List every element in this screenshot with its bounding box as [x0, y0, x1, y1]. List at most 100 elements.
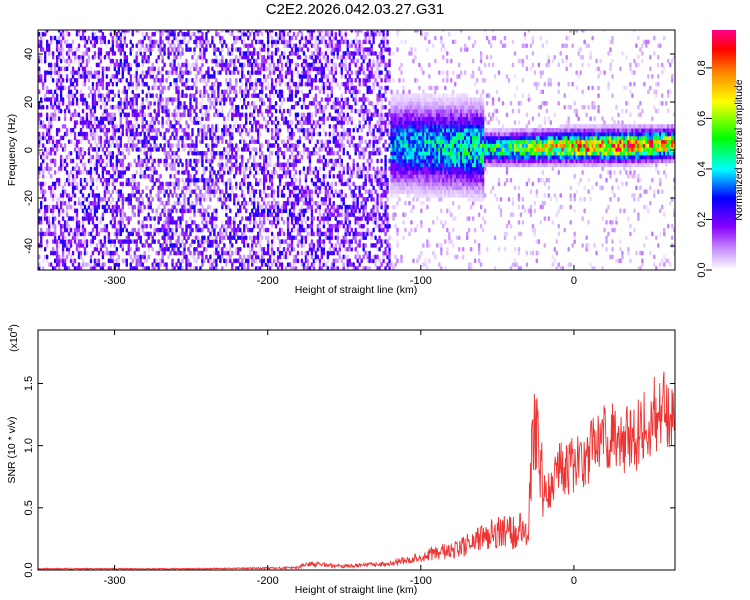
spectrogram-cell — [157, 66, 160, 72]
spectrogram-cell — [266, 170, 270, 175]
spectrogram-cell — [45, 131, 49, 137]
spectrogram-cell — [173, 135, 176, 141]
spectrogram-cell — [129, 104, 132, 110]
spectrogram-cell — [169, 143, 172, 148]
spectrogram-cell — [258, 177, 262, 183]
spectrogram-cell — [95, 124, 99, 129]
spectrogram-cell — [239, 204, 242, 210]
spectrogram-cell — [175, 89, 178, 95]
spectrogram-cell — [43, 93, 47, 98]
spectrogram-cell — [139, 108, 142, 114]
spectrogram-cell — [209, 135, 212, 141]
spectrogram-cell — [93, 139, 97, 145]
spectrogram-cell — [169, 31, 172, 37]
spectrogram-cell — [93, 108, 97, 114]
spectrogram-cell — [270, 112, 274, 118]
spectrogram-cell — [45, 116, 49, 121]
spectrogram-cell — [127, 85, 130, 91]
spectrogram-cell — [85, 135, 89, 141]
spectrogram-cell — [217, 250, 220, 256]
spectrogram-cell — [203, 93, 206, 98]
spectrogram-cell — [177, 216, 180, 221]
spectrogram-cell — [298, 135, 302, 141]
spectrogram-cell — [199, 35, 202, 41]
spectrogram-cell — [97, 93, 101, 98]
spectrogram-cell — [211, 150, 214, 156]
spectrogram-cell — [117, 262, 121, 267]
spectrogram-cell — [149, 120, 152, 125]
spectrogram-cell — [131, 101, 134, 106]
spectrogram-cell — [101, 147, 105, 152]
spectrogram-cell — [119, 193, 123, 198]
spectrogram-cell — [83, 78, 87, 83]
spectrogram-cells — [38, 30, 675, 270]
spectrogram-cell — [43, 246, 47, 252]
spectrogram-cell — [67, 193, 71, 198]
spectrogram-cell — [111, 58, 115, 64]
spectrogram-cell — [77, 104, 81, 110]
spectrogram-cell — [79, 93, 83, 98]
spectrogram-cell — [203, 197, 206, 202]
spectrogram-cell — [199, 200, 202, 206]
spectrogram-cell — [59, 108, 63, 114]
spectrogram-cell — [167, 39, 170, 45]
spectrogram-cell — [215, 54, 218, 60]
spectrogram-cell — [213, 104, 216, 110]
spectrogram-cell — [49, 208, 53, 214]
spectrogram-cell — [169, 97, 172, 102]
spectrogram-cell — [61, 185, 65, 191]
spectrogram-cell — [131, 89, 134, 95]
spectrogram-cell — [38, 170, 41, 175]
spectrogram-cell — [177, 250, 180, 256]
spectrogram-cell — [125, 131, 128, 137]
spectrogram-cell — [203, 223, 206, 229]
spectrogram-cell — [197, 116, 200, 121]
spectrogram-cell — [65, 104, 69, 110]
spectrogram-cell — [346, 254, 349, 260]
spectrogram-cell — [45, 243, 49, 248]
spectrogram-cell — [133, 177, 136, 183]
spectrogram-cell — [249, 181, 252, 187]
spectrogram-cell — [199, 120, 202, 125]
spectrogram-cell — [119, 31, 123, 37]
spectrogram-cell — [223, 243, 226, 248]
spectrogram-cell — [175, 104, 178, 110]
spectrogram-cell — [151, 266, 154, 270]
spectrogram-cell — [183, 246, 186, 252]
spectrogram-cell — [183, 35, 186, 41]
spectrogram-cell — [67, 104, 71, 110]
spectrogram-cell — [145, 70, 148, 75]
spectrogram-cell — [135, 185, 138, 191]
spectrogram-cell — [71, 235, 75, 241]
spectrogram-cell — [203, 85, 206, 91]
spectrogram-cell — [157, 262, 160, 267]
spectrogram-cell — [93, 170, 97, 175]
spectrogram-cell — [193, 147, 196, 152]
spectrogram-cell — [300, 185, 304, 191]
spectrogram-cell — [213, 101, 216, 106]
spectrogram-cell — [254, 147, 258, 152]
spectrogram-cell — [159, 97, 162, 102]
spectrogram-cell — [153, 223, 156, 229]
spectrogram-cell — [163, 250, 166, 256]
spectrogram-cell — [187, 124, 190, 129]
spectrogram-cell — [346, 112, 349, 118]
spectrogram-cell — [131, 193, 134, 198]
spectrogram-cell — [103, 193, 107, 198]
spectrogram-cell — [75, 97, 79, 102]
spectrogram-cell — [163, 30, 166, 33]
spectrogram-cell — [195, 35, 198, 41]
spectrogram-cell — [57, 254, 61, 260]
spectrogram-cell — [250, 135, 254, 141]
spectrogram-cell — [105, 185, 109, 191]
spectrogram-cell — [171, 101, 174, 106]
spectrogram-cell — [47, 47, 51, 52]
spectrogram-cell — [65, 58, 69, 64]
spectrogram-cell — [326, 54, 330, 60]
spectrogram-cell — [149, 223, 152, 229]
spectrogram-cell — [89, 212, 93, 217]
spectrogram-cell — [95, 150, 99, 156]
spectrogram-cell — [89, 162, 93, 168]
spectrogram-cell — [213, 185, 216, 191]
spectrogram-cell — [280, 262, 284, 267]
